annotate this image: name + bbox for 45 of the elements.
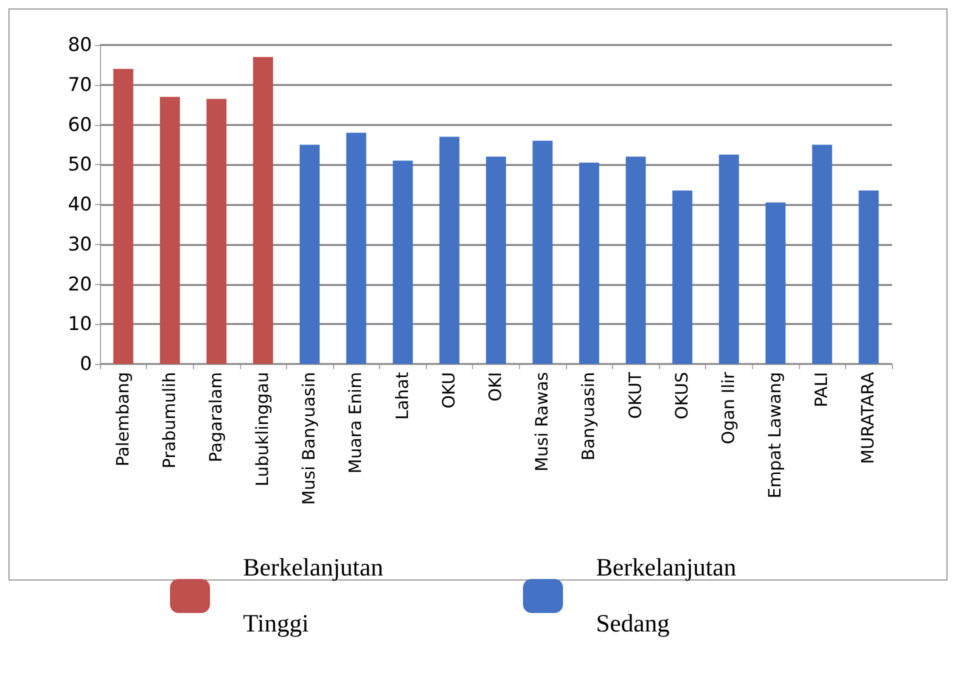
- x-tick-label: Muara Enim: [346, 372, 366, 474]
- x-tick-label: PALI: [812, 372, 832, 408]
- y-tick-label: 20: [68, 273, 92, 296]
- bar: [579, 162, 600, 364]
- x-tick-label: Lubuklinggau: [253, 372, 274, 486]
- x-tick-label: OKUS: [672, 372, 692, 420]
- y-tick-label: 50: [68, 154, 92, 176]
- y-tick-label: 70: [68, 74, 92, 96]
- x-tick-label: OKI: [486, 372, 506, 402]
- bar: [160, 96, 180, 364]
- y-tick-label: 40: [68, 194, 92, 216]
- y-tick-label: 0: [80, 353, 92, 375]
- bar: [486, 156, 506, 364]
- bar: [626, 156, 646, 364]
- legend-label: Berkelanjutan Sedang: [596, 554, 742, 638]
- y-tick-label: 30: [68, 233, 92, 256]
- bar: [672, 190, 692, 364]
- x-tick-label: OKUT: [626, 371, 646, 419]
- x-tick-label: Ogan Ilir: [718, 372, 739, 444]
- x-tick-label: Lahat: [392, 372, 413, 420]
- bar: [858, 190, 879, 364]
- x-tick-label: Palembang: [113, 372, 134, 466]
- x-tick-label: Musi Rawas: [532, 372, 553, 472]
- x-tick-label: Prabumulih: [160, 372, 180, 468]
- bar: [766, 202, 786, 364]
- bar: [439, 136, 460, 364]
- y-tick-label: 60: [68, 114, 92, 136]
- bar: [300, 144, 320, 364]
- y-tick-label: 10: [68, 313, 92, 336]
- bar: [812, 144, 832, 364]
- bar: [253, 56, 274, 364]
- y-tick-label: 80: [68, 34, 92, 56]
- x-tick-label: MURATARA: [858, 372, 879, 464]
- legend-label: Berkelanjutan Tinggi: [243, 554, 390, 638]
- bar: [718, 154, 739, 364]
- x-tick-label: Pagaralam: [206, 372, 226, 462]
- bar: [206, 98, 226, 364]
- x-tick-label: Empat Lawang: [766, 372, 786, 498]
- bar: [346, 132, 366, 364]
- bar: [113, 68, 134, 364]
- bar: [532, 140, 553, 364]
- x-tick-label: Banyuasin: [579, 372, 600, 460]
- x-tick-label: Musi Banyuasin: [300, 372, 320, 505]
- x-tick-label: OKU: [439, 372, 460, 409]
- bar: [392, 160, 413, 364]
